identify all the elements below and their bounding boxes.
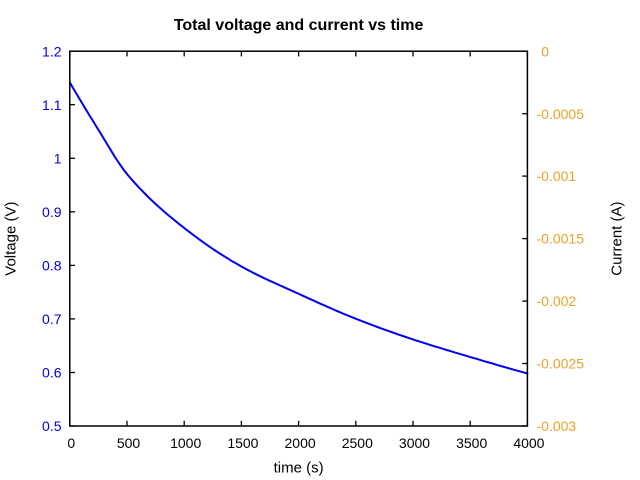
svg-text:1.1: 1.1 [42,97,62,113]
svg-text:-0.0025: -0.0025 [537,356,585,372]
svg-text:0.9: 0.9 [42,204,62,220]
svg-text:1.2: 1.2 [42,43,62,59]
svg-text:time (s): time (s) [274,459,324,476]
svg-text:1500: 1500 [227,435,258,451]
svg-text:0: 0 [67,435,75,451]
svg-text:Total voltage and current vs t: Total voltage and current vs time [174,17,424,34]
svg-text:0.6: 0.6 [42,365,62,381]
svg-text:500: 500 [117,435,141,451]
svg-text:-0.003: -0.003 [537,418,577,434]
svg-text:2500: 2500 [342,435,373,451]
svg-text:3000: 3000 [399,435,430,451]
svg-text:-0.0015: -0.0015 [537,231,585,247]
svg-text:1: 1 [54,150,62,166]
svg-text:4000: 4000 [513,435,544,451]
svg-text:2000: 2000 [285,435,316,451]
svg-text:-0.002: -0.002 [537,293,577,309]
svg-text:1000: 1000 [170,435,201,451]
svg-text:3500: 3500 [456,435,487,451]
svg-text:-0.0005: -0.0005 [537,106,585,122]
svg-text:0.5: 0.5 [42,418,62,434]
svg-text:-0.001: -0.001 [537,168,577,184]
svg-text:Current (A): Current (A) [608,202,625,276]
svg-text:0.7: 0.7 [42,311,62,327]
svg-text:0: 0 [541,43,549,59]
svg-text:Voltage (V): Voltage (V) [2,201,19,275]
svg-text:0.8: 0.8 [42,258,62,274]
